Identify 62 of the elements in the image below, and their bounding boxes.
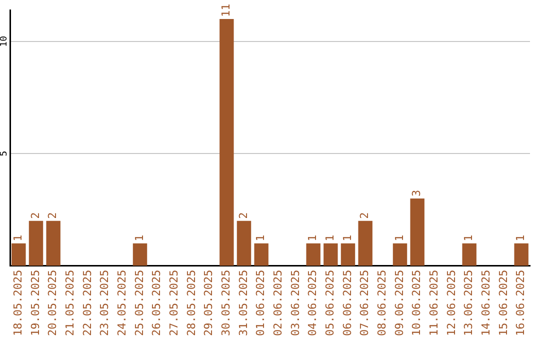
bar [358, 220, 372, 266]
x-tick-label: 19.05.2025 [28, 270, 42, 336]
data-label: 1 [306, 234, 320, 242]
bar [236, 220, 252, 266]
data-label: 1 [254, 234, 268, 242]
data-label: 1 [392, 234, 406, 242]
data-label: 1 [340, 234, 354, 242]
data-label: 1 [132, 234, 146, 242]
data-label: 1 [514, 234, 528, 242]
data-label: 2 [236, 212, 250, 219]
data-label: 1 [324, 234, 337, 242]
x-tick-label: 21.05.2025 [64, 270, 77, 336]
bar [132, 243, 148, 266]
x-tick-label: 20.05.2025 [46, 270, 60, 336]
data-label: 2 [28, 212, 42, 219]
x-tick-label: 01.06.2025 [254, 270, 268, 336]
x-tick-label: 11.06.2025 [428, 270, 441, 336]
x-tick-label: 14.06.2025 [480, 270, 493, 336]
x-tick-label: 08.06.2025 [376, 270, 389, 336]
bar [46, 220, 60, 266]
x-tick-label: 28.05.2025 [184, 270, 198, 336]
data-label: 2 [46, 212, 60, 219]
bar [392, 243, 408, 266]
data-label: 1 [12, 234, 25, 242]
x-tick-label: 10.06.2025 [410, 270, 424, 336]
x-tick-label: 30.05.2025 [220, 270, 233, 336]
x-tick-label: 02.06.2025 [272, 270, 285, 336]
bar [254, 243, 268, 266]
bar [514, 243, 528, 266]
data-label: 11 [220, 4, 233, 17]
x-tick-label: 05.06.2025 [324, 270, 337, 336]
bar [220, 18, 234, 266]
bar [324, 243, 338, 266]
data-label: 2 [358, 212, 372, 219]
y-tick-label: 5 [0, 150, 10, 156]
x-tick-label: 15.06.2025 [496, 270, 510, 336]
x-tick-label: 23.05.2025 [98, 270, 112, 336]
x-tick-label: 24.05.2025 [116, 270, 129, 336]
x-tick-label: 06.06.2025 [340, 270, 354, 336]
bar [28, 220, 44, 266]
x-tick-label: 12.06.2025 [444, 270, 458, 336]
y-tick-label: 10 [0, 36, 10, 47]
data-label: 3 [410, 190, 424, 196]
x-tick-label: 22.05.2025 [80, 270, 94, 336]
x-tick-label: 13.06.2025 [462, 270, 476, 336]
x-tick-label: 04.06.2025 [306, 270, 320, 336]
x-tick-label: 03.06.2025 [288, 270, 302, 336]
bar [340, 243, 356, 266]
x-tick-label: 07.06.2025 [358, 270, 372, 336]
x-tick-label: 27.05.2025 [168, 270, 181, 336]
x-tick-label: 16.06.2025 [514, 270, 528, 336]
x-tick-label: 18.05.2025 [12, 270, 25, 336]
x-tick-label: 31.05.2025 [236, 270, 250, 336]
bar [462, 243, 476, 266]
x-tick-label: 29.05.2025 [202, 270, 216, 336]
bar [306, 243, 320, 266]
x-tick-label: 26.05.2025 [150, 270, 164, 336]
bar [410, 198, 424, 266]
x-tick-label: 09.06.2025 [392, 270, 406, 336]
x-tick-label: 25.05.2025 [132, 270, 146, 336]
data-label: 1 [462, 234, 476, 242]
bar [12, 243, 26, 266]
